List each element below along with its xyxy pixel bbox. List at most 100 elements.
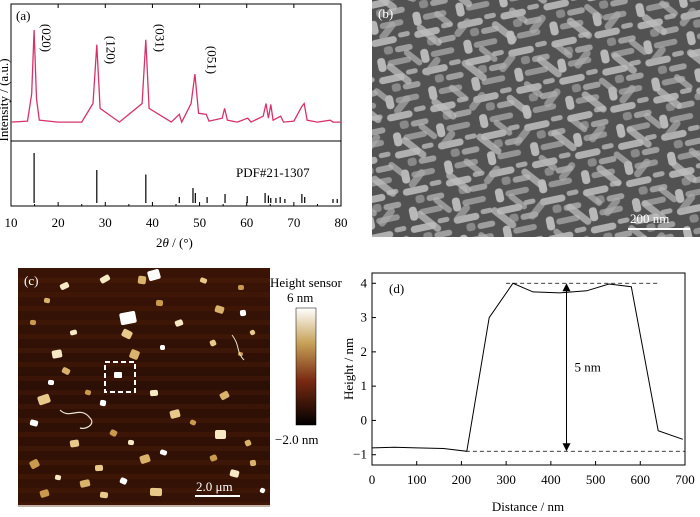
- afm-nanosheet: [199, 277, 208, 284]
- afm-scan-line: [18, 488, 270, 493]
- panel-a-x-tick-label: 70: [287, 215, 300, 230]
- panel-b: (b) 200 nm: [372, 0, 700, 237]
- afm-scan-line: [18, 292, 270, 297]
- panel-d-x-tick-label: 400: [541, 472, 561, 487]
- afm-scan-line: [18, 376, 270, 381]
- panel-a-peak-label: (051): [204, 46, 219, 74]
- afm-nanosheet: [69, 329, 78, 336]
- afm-scan-line: [18, 390, 270, 395]
- panel-d-height-profile: [371, 282, 683, 452]
- panel-a-peak-label: (031): [152, 24, 167, 52]
- afm-selection-box: [104, 361, 136, 393]
- afm-nanosheet: [169, 409, 181, 419]
- afm-selected-nanosheet: [114, 372, 122, 378]
- panel-a-x-tick-label: 60: [240, 215, 253, 230]
- afm-nanosheet: [229, 469, 240, 478]
- afm-nanosheet: [43, 297, 51, 304]
- afm-nanosheet: [99, 399, 107, 407]
- colorbar-min-label: −2.0 nm: [275, 432, 318, 447]
- panel-d-y-tick-label: −1: [353, 447, 367, 462]
- panel-d-x-tick-label: 200: [452, 472, 472, 487]
- panel-d-x-tick-label: 500: [586, 472, 606, 487]
- afm-nanosheet: [61, 367, 71, 375]
- afm-fiber: [231, 334, 245, 361]
- panel-d-y-tick-label: 3: [361, 310, 368, 325]
- afm-nanosheet: [147, 269, 161, 281]
- afm-nanosheet: [244, 439, 252, 447]
- panel-a-peak-labels: (020) (120) (031) (051): [39, 24, 219, 74]
- afm-scan-line: [18, 474, 270, 479]
- afm-nanosheet: [139, 454, 151, 464]
- afm-fiber: [59, 409, 93, 429]
- sem-scale-bar-label: 200 nm: [630, 211, 669, 226]
- panel-d-x-tick-label: 0: [369, 472, 376, 487]
- afm-nanosheets: [29, 269, 266, 499]
- afm-scan-line: [18, 446, 270, 451]
- afm-nanosheet: [137, 275, 147, 285]
- panel-a-x-tick-label: 30: [99, 215, 112, 230]
- afm-scan-line: [18, 362, 270, 367]
- afm-scan-line: [18, 348, 270, 353]
- afm-nanosheet: [155, 299, 164, 307]
- afm-nanosheet: [84, 389, 92, 396]
- afm-nanosheet: [99, 491, 109, 499]
- afm-nanosheet: [149, 389, 159, 397]
- afm-nanosheet: [239, 309, 247, 317]
- panel-a-x-tick-label: 10: [5, 215, 18, 230]
- afm-scan-line: [18, 306, 270, 311]
- afm-nanosheet: [37, 393, 51, 406]
- afm-nanosheet: [29, 459, 40, 469]
- afm-image: [18, 268, 270, 505]
- panel-d-y-axis-label: Height / nm: [341, 338, 356, 400]
- afm-nanosheet: [237, 284, 245, 291]
- panel-a: (a) 10 20 30 40 50 60 70 80 (020) (120) (031) (051…: [0, 3, 348, 250]
- panel-a-x-tick-label: 40: [146, 215, 159, 230]
- afm-nanosheet: [119, 477, 128, 485]
- panel-d-x-tick-label: 300: [496, 472, 516, 487]
- panel-d-y-tick-label: 0: [361, 412, 368, 427]
- afm-nanosheet: [149, 487, 163, 497]
- afm-nanosheet: [51, 349, 63, 359]
- panel-a-x-tick-label: 20: [52, 215, 65, 230]
- afm-nanosheet: [109, 429, 118, 437]
- afm-nanosheet: [79, 479, 91, 488]
- panel-a-peak-label: (120): [103, 36, 118, 64]
- panel-d-x-tick-label: 600: [631, 472, 651, 487]
- afm-scan-line: [18, 502, 270, 507]
- afm-nanosheet: [94, 464, 104, 472]
- afm-nanosheet: [47, 379, 55, 386]
- afm-nanosheet: [249, 459, 257, 467]
- panel-d-dashed-levels: [465, 282, 685, 452]
- afm-nanosheet: [249, 329, 256, 336]
- panel-d-arrow-head-bottom: [562, 443, 571, 452]
- panel-a-xrd-line: [10, 29, 341, 124]
- panel-a-letter: (a): [16, 8, 30, 23]
- panel-a-x-tick-label: 50: [193, 215, 206, 230]
- panel-d-arrow-head-top: [562, 283, 571, 292]
- panel-a-x-tick-label: 80: [335, 215, 348, 230]
- afm-scan-line: [18, 432, 270, 437]
- afm-nanosheet: [159, 449, 168, 456]
- afm-nanosheet: [174, 319, 184, 327]
- panel-b-letter: (b): [378, 6, 393, 21]
- afm-nanosheet: [189, 419, 197, 426]
- colorbar-title: Height sensor: [270, 275, 343, 290]
- sem-image-overlay: [372, 0, 700, 237]
- colorbar-max-label: 6 nm: [287, 290, 313, 305]
- panel-d-frame: [371, 272, 686, 466]
- panel-a-x-ticks: 10 20 30 40 50 60 70 80: [5, 4, 348, 230]
- afm-scale-bar-label: 2.0 μm: [196, 479, 233, 494]
- afm-nanosheet: [29, 319, 37, 326]
- panel-d-height-arrow: [562, 283, 571, 452]
- afm-nanosheet: [121, 328, 133, 340]
- panel-c-letter: (c): [24, 273, 38, 288]
- afm-nanosheet: [129, 349, 140, 360]
- panel-a-peak-label: (020): [39, 24, 54, 52]
- afm-nanosheet: [209, 454, 218, 462]
- afm-nanosheet: [259, 487, 266, 494]
- afm-nanosheet: [59, 282, 70, 290]
- panel-a-reference-bars: [33, 153, 338, 203]
- afm-nanosheet: [127, 439, 135, 446]
